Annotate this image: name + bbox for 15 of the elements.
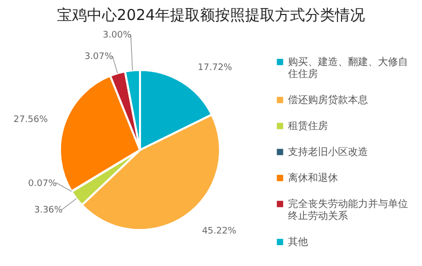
legend-label: 完全丧失劳动能力并与单位终止劳动关系 xyxy=(288,198,408,222)
legend-label: 偿还购房贷款本息 xyxy=(288,94,368,106)
legend-label: 其他 xyxy=(288,236,308,248)
legend-label: 租赁住房 xyxy=(288,120,328,132)
data-label: 27.56% xyxy=(13,114,48,125)
legend-label: 离休和退休 xyxy=(288,172,338,184)
data-label: 0.07% xyxy=(28,178,58,189)
data-label: 17.72% xyxy=(198,62,233,73)
data-label: 3.36% xyxy=(34,205,64,216)
data-label: 3.00% xyxy=(102,30,132,40)
chart-title: 宝鸡中心2024年提取额按照提取方式分类情况 xyxy=(56,6,366,24)
data-label: 3.07% xyxy=(84,52,114,62)
data-label: 45.22% xyxy=(202,226,237,236)
legend-label: 购买、建造、翻建、大修自住住房 xyxy=(288,56,408,80)
legend-label: 支持老旧小区改造 xyxy=(288,146,368,158)
